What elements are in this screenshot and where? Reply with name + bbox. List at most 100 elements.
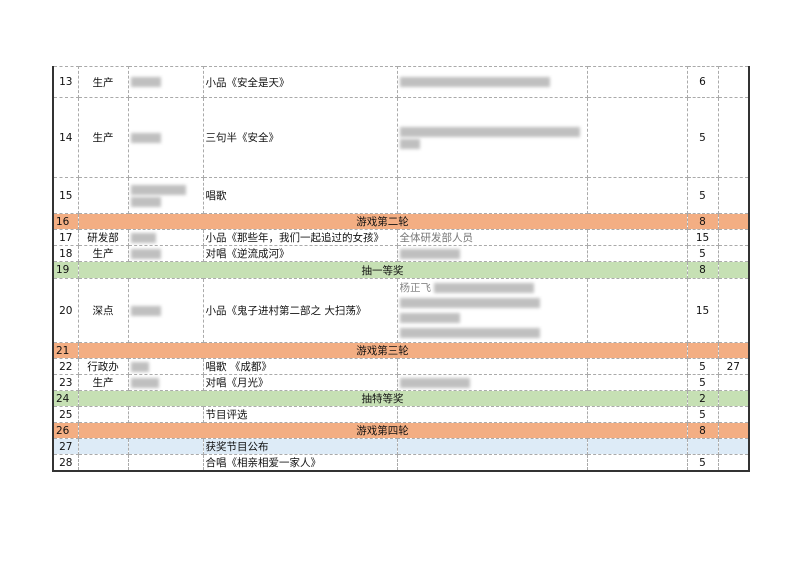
duration-cell: 2 <box>686 390 719 407</box>
program-cell: 获奖节目公布 <box>202 438 398 455</box>
duration-cell: 15 <box>686 229 719 246</box>
extra-cell <box>717 66 750 98</box>
note-cell <box>586 177 688 214</box>
redacted-name-cell <box>127 97 204 178</box>
game-label: 游戏第四轮 <box>77 422 688 439</box>
row-number: 20 <box>52 278 79 343</box>
table-row: 15 唱歌 5 <box>52 177 750 214</box>
table-row: 20 深点 小品《鬼子进村第二部之 大扫荡》 杨正飞 15 <box>52 278 750 343</box>
note-cell <box>586 278 688 343</box>
lottery-row: 24 抽特等奖 2 <box>52 390 750 407</box>
redacted-name-cell <box>127 245 204 262</box>
note-cell <box>586 374 688 391</box>
duration-cell <box>686 342 719 359</box>
note-cell <box>586 406 688 423</box>
duration-cell: 6 <box>686 66 719 98</box>
duration-cell: 5 <box>686 245 719 262</box>
note-cell <box>586 97 688 178</box>
lottery-row: 19 抽一等奖 8 <box>52 261 750 279</box>
department-cell <box>77 454 129 472</box>
table-row: 18 生产 对唱《逆流成河》 5 <box>52 245 750 262</box>
redacted-name-cell <box>127 278 204 343</box>
performers-cell: 全体研发部人员 <box>396 229 588 246</box>
duration-cell: 8 <box>686 261 719 279</box>
row-number: 23 <box>52 374 79 391</box>
redacted-name-cell <box>127 374 204 391</box>
performers-cell <box>396 406 588 423</box>
game-label: 游戏第二轮 <box>77 213 688 230</box>
department-cell: 生产 <box>77 66 129 98</box>
extra-cell <box>717 422 750 439</box>
name-cell <box>127 438 204 455</box>
row-number: 24 <box>52 390 79 407</box>
row-number: 28 <box>52 454 79 472</box>
performers-cell: 杨正飞 <box>396 278 588 343</box>
department-cell: 生产 <box>77 245 129 262</box>
redacted-name-cell <box>127 66 204 98</box>
program-cell: 唱歌 《成都》 <box>202 358 398 375</box>
extra-cell <box>717 454 750 472</box>
extra-cell <box>717 278 750 343</box>
performers-cell <box>396 358 588 375</box>
row-number: 17 <box>52 229 79 246</box>
lottery-label: 抽特等奖 <box>77 390 688 407</box>
department-cell <box>77 406 129 423</box>
department-cell <box>77 438 129 455</box>
note-cell <box>586 229 688 246</box>
duration-cell: 8 <box>686 422 719 439</box>
department-cell: 研发部 <box>77 229 129 246</box>
row-number: 22 <box>52 358 79 375</box>
program-cell: 对唱《逆流成河》 <box>202 245 398 262</box>
program-cell: 对唱《月光》 <box>202 374 398 391</box>
duration-cell: 8 <box>686 213 719 230</box>
duration-cell: 5 <box>686 177 719 214</box>
game-row: 16 游戏第二轮 8 <box>52 213 750 230</box>
row-number: 19 <box>52 261 79 279</box>
program-cell: 小品《鬼子进村第二部之 大扫荡》 <box>202 278 398 343</box>
table-row: 23 生产 对唱《月光》 5 <box>52 374 750 391</box>
program-cell: 节目评选 <box>202 406 398 423</box>
game-row: 21 游戏第三轮 <box>52 342 750 359</box>
name-cell <box>127 406 204 423</box>
department-cell: 深点 <box>77 278 129 343</box>
extra-cell <box>717 177 750 214</box>
table-row: 14 生产 三句半《安全》 5 <box>52 97 750 178</box>
note-cell <box>586 438 688 455</box>
performer-name: 杨正飞 <box>399 281 432 294</box>
extra-cell <box>717 229 750 246</box>
program-cell: 三句半《安全》 <box>202 97 398 178</box>
redacted-performers-cell <box>396 66 588 98</box>
department-cell: 行政办 <box>77 358 129 375</box>
extra-cell <box>717 406 750 423</box>
department-cell <box>77 177 129 214</box>
note-cell <box>586 454 688 472</box>
extra-cell <box>717 390 750 407</box>
program-cell: 小品《那些年，我们一起追过的女孩》 <box>202 229 398 246</box>
table-row: 13 生产 小品《安全是天》 6 <box>52 66 750 98</box>
duration-cell: 5 <box>686 454 719 472</box>
performers-cell <box>396 177 588 214</box>
game-label: 游戏第三轮 <box>77 342 688 359</box>
redacted-name-cell <box>127 358 204 375</box>
duration-cell: 5 <box>686 374 719 391</box>
lottery-label: 抽一等奖 <box>77 261 688 279</box>
duration-cell: 5 <box>686 406 719 423</box>
redacted-performers-cell <box>396 374 588 391</box>
table-row: 28 合唱《相亲相爱一家人》 5 <box>52 454 750 472</box>
announce-row: 27 获奖节目公布 <box>52 438 750 455</box>
duration-cell: 5 <box>686 358 719 375</box>
note-cell <box>586 66 688 98</box>
program-schedule-table: 13 生产 小品《安全是天》 6 14 生产 三句半《安全》 5 15 唱歌 5… <box>52 66 750 472</box>
row-number: 15 <box>52 177 79 214</box>
row-number: 25 <box>52 406 79 423</box>
redacted-performers-cell <box>396 97 588 178</box>
extra-cell <box>717 97 750 178</box>
row-number: 21 <box>52 342 79 359</box>
extra-cell: 27 <box>717 358 750 375</box>
extra-cell <box>717 261 750 279</box>
row-number: 27 <box>52 438 79 455</box>
table-row: 22 行政办 唱歌 《成都》 5 27 <box>52 358 750 375</box>
extra-cell <box>717 374 750 391</box>
extra-cell <box>717 342 750 359</box>
row-number: 18 <box>52 245 79 262</box>
